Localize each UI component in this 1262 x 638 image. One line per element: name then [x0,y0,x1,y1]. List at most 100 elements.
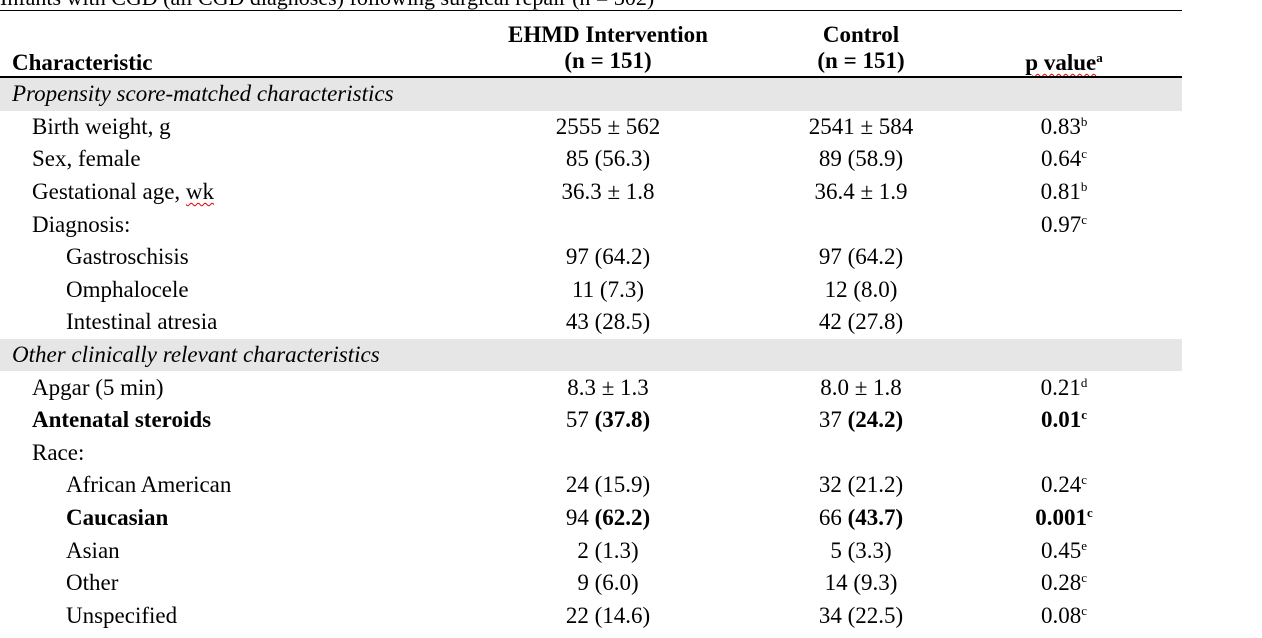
table-row: Intestinal atresia 43 (28.5) 42 (27.8) [0,306,1182,339]
table-row: Sex, female 85 (56.3) 89 (58.9) 0.64c [0,143,1182,176]
p-value-footnote: d [1080,374,1088,390]
p-value: 0.21d [984,375,1144,401]
header-rule [0,76,1182,78]
ehmd-value: 97 (64.2) [565,244,651,270]
ehmd-value: 36.3 ± 1.8 [561,179,655,205]
section-row: Propensity score-matched characteristics [0,78,1182,111]
row-label: Omphalocele [66,277,189,303]
p-value-footnote: e [1081,537,1088,553]
control-percent: (43.7) [847,505,904,531]
header-p-value: p valuea [984,50,1144,76]
control-percent: (24.2) [847,407,904,433]
table-row: African American 24 (15.9) 32 (21.2) 0.24c [0,469,1182,502]
row-label: Birth weight, g [32,114,171,140]
control-value: 8.0 ± 1.8 [820,374,902,400]
header-characteristic: Characteristic [12,50,153,75]
label-text: Gastroschisis [66,244,189,270]
label-text: African American [66,472,232,498]
ehmd-value: 43 (28.5) [565,309,651,335]
row-label: Antenatal steroids [32,407,211,433]
section-row: Other clinically relevant characteristic… [0,338,1182,372]
p-value: 0.64c [984,146,1144,172]
table-row: Apgar (5 min) 8.3 ± 1.3 8.0 ± 1.8 0.21d [0,371,1182,404]
p-value-number: 0.001 [1035,505,1087,531]
label-text: Omphalocele [66,276,189,302]
p-value: 0.81b [984,179,1144,205]
row-label: Gestational age, wk [32,179,214,205]
row-label: Diagnosis: [32,212,130,238]
control-count: 37 [818,407,842,433]
control-value: 2541 ± 584 [808,113,914,139]
ehmd-value: 57 (37.8) [478,407,738,433]
p-value-number: 0.24 [1040,472,1082,498]
row-label: Other [66,570,118,596]
label-text: Sex, female [32,146,141,172]
row-label: Gastroschisis [66,244,189,270]
p-value-footnote: b [1080,179,1088,195]
p-value-number: 0.28 [1040,570,1082,596]
control-value: 66 (43.7) [731,505,991,531]
ehmd-value: 24 (15.9) [565,472,651,498]
p-value-footnote: c [1081,570,1088,586]
p-value-number: 0.83 [1040,113,1081,139]
ehmd-value: 8.3 ± 1.3 [567,374,649,400]
label-text: Intestinal atresia [66,309,218,335]
row-label: Intestinal atresia [66,309,217,335]
row-label: Asian [66,538,120,564]
label-text: Antenatal steroids [32,407,212,433]
table-row: Gestational age, wk 36.3 ± 1.8 36.4 ± 1.9 0… [0,176,1182,209]
control-value: 37 (24.2) [731,407,991,433]
label-text: Other [66,570,119,596]
row-label: Sex, female [32,146,141,172]
table-row: Asian 2 (1.3) 5 (3.3) 0.45e [0,534,1182,567]
p-value: 0.45e [984,538,1144,564]
table-row: Omphalocele 11 (7.3) 12 (8.0) [0,274,1182,307]
table-row: Unspecified 22 (14.6) 34 (22.5) 0.08c [0,600,1182,633]
header-control-title: Control [822,22,900,47]
table-row: Gastroschisis 97 (64.2) 97 (64.2) [0,241,1182,274]
header-p-value-footnote: a [1096,50,1103,65]
label-text: Race: [32,439,85,465]
ehmd-percent: (37.8) [594,407,651,433]
table-row: Birth weight, g 2555 ± 562 2541 ± 584 0.83b [0,111,1182,144]
p-value-number: 0.45 [1040,537,1082,563]
p-value-footnote: c [1081,211,1088,227]
row-label: African American [66,472,231,498]
ehmd-count: 57 [565,407,589,433]
label-text: Apgar (5 min) [32,374,164,400]
label-text: Diagnosis: [32,211,131,237]
p-value-footnote: b [1080,113,1088,129]
control-value: 14 (9.3) [824,570,898,596]
label-text: Birth weight, g [32,113,171,139]
ehmd-count: 94 [565,505,589,531]
top-rule [0,10,1182,11]
header-ehmd-title: EHMD Intervention [508,22,708,47]
p-value-number: 0.08 [1040,602,1082,628]
ehmd-percent: (62.2) [594,505,651,531]
p-value-footnote: c [1081,472,1088,488]
control-value: 89 (58.9) [818,146,904,172]
table-row: Caucasian 94 (62.2) 66 (43.7) 0.001c [0,502,1182,535]
control-value: 42 (27.8) [818,309,904,335]
p-value-footnote: c [1081,146,1088,162]
label-text: Gestational age, wk [32,179,215,205]
p-value-footnote: c [1081,602,1088,618]
table-row: Race: [0,437,1182,470]
row-label: Unspecified [66,603,177,629]
p-value-number: 0.81 [1040,179,1081,205]
control-value: 12 (8.0) [824,276,898,302]
header-ehmd: EHMD Intervention (n = 151) [478,22,738,74]
label-text: Caucasian [66,505,169,531]
row-label: Race: [32,440,84,466]
p-value-number: 0.21 [1040,374,1081,400]
row-label: Apgar (5 min) [32,375,164,401]
ehmd-value: 22 (14.6) [565,602,651,628]
p-value: 0.28c [984,570,1144,596]
header-control-n: (n = 151) [817,48,905,73]
ehmd-value: 2 (1.3) [577,537,639,563]
ehmd-value: 11 (7.3) [572,276,644,302]
table-caption: Infants with CGD (all CGD diagnoses) fol… [0,0,1200,11]
p-value: 0.24c [984,472,1144,498]
control-value: 97 (64.2) [818,244,904,270]
p-value: 0.001c [984,505,1144,531]
